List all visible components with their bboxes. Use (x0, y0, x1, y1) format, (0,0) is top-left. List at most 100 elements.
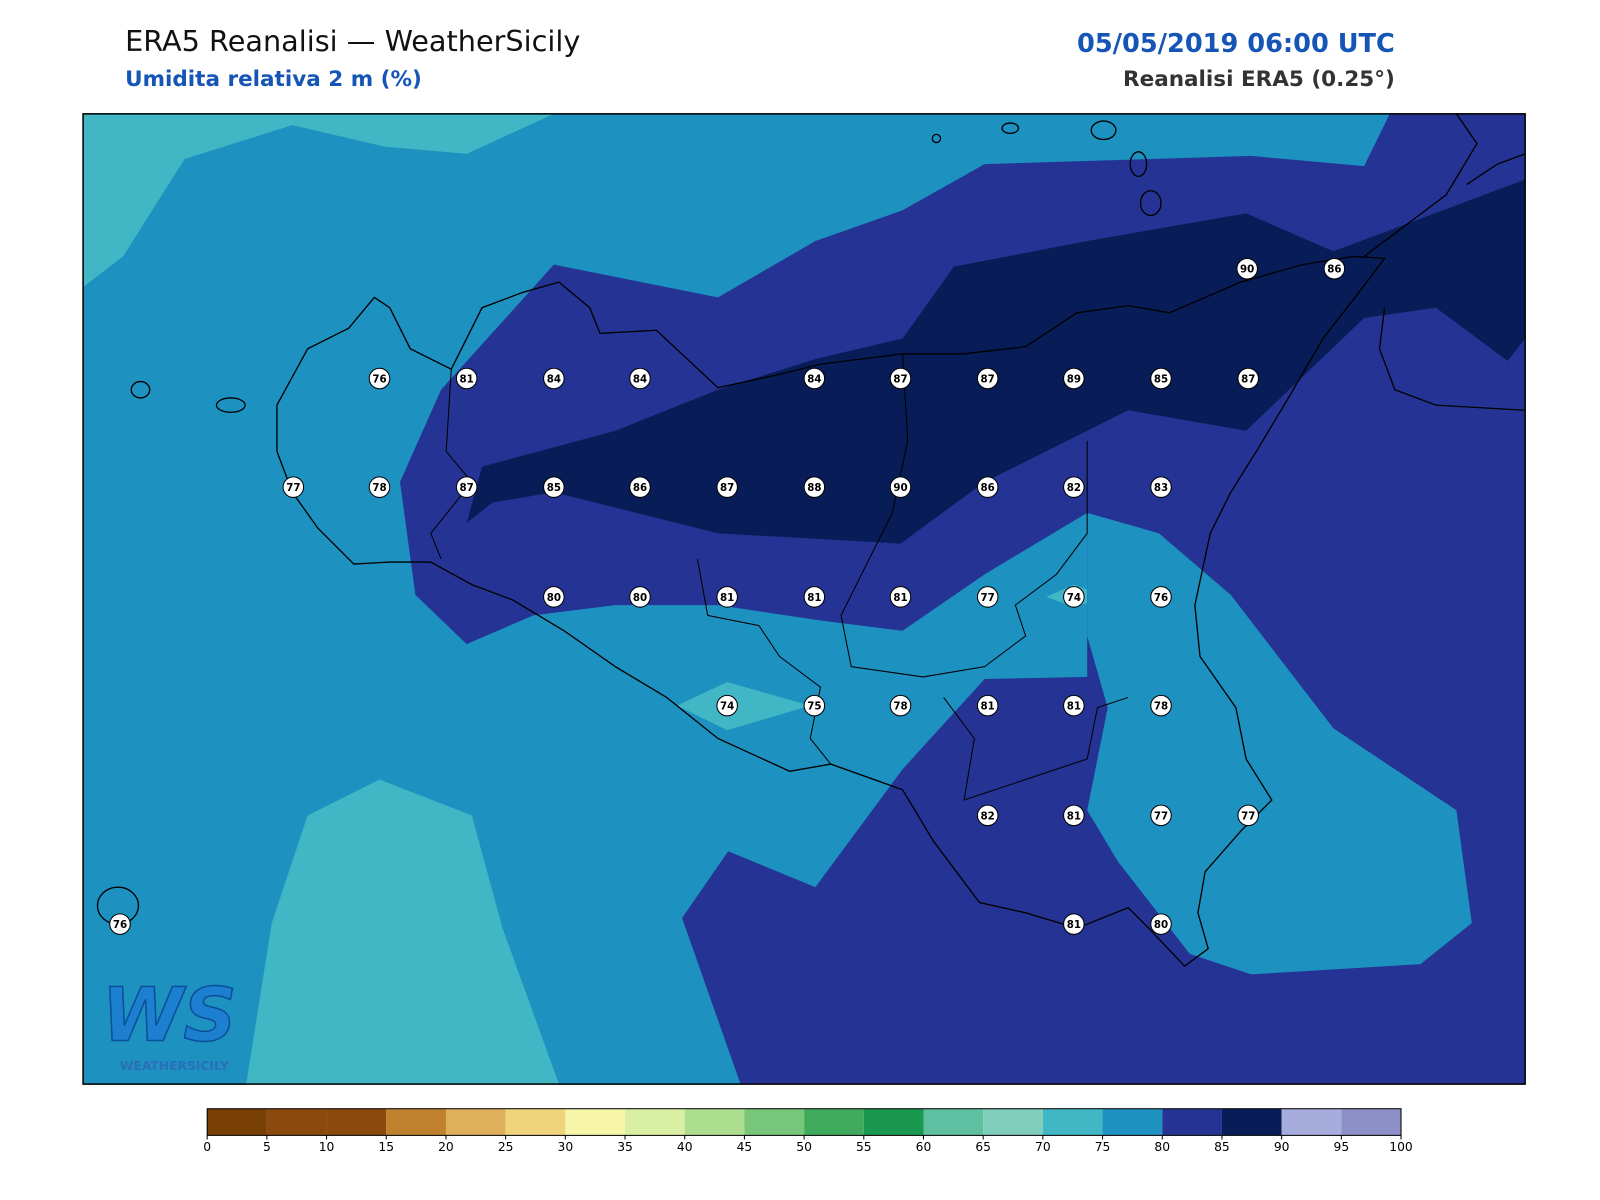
station-marker (1237, 804, 1259, 827)
colorbar-segment (207, 1108, 267, 1136)
colorbar-tick-label: 35 (617, 1140, 633, 1154)
station-value: 80 (547, 592, 561, 604)
island (215, 397, 246, 413)
station-value: 76 (1154, 592, 1168, 604)
station-marker (282, 476, 305, 498)
colorbar-tick-label: 15 (378, 1140, 394, 1154)
island (1001, 122, 1020, 134)
station-value: 89 (1067, 373, 1081, 385)
humidity-field (676, 682, 811, 731)
station-value: 80 (633, 592, 647, 604)
station-marker (976, 804, 999, 827)
station-marker (1150, 694, 1172, 717)
logo: WS WEATHERSICILY (101, 972, 237, 1073)
station-marker (368, 476, 391, 498)
station-value: 76 (113, 919, 127, 931)
station-value: 77 (1154, 810, 1168, 822)
station-marker (1150, 804, 1172, 827)
station-value: 82 (1067, 482, 1081, 494)
station-marker (629, 476, 651, 498)
colorbar-tick-label: 60 (916, 1140, 932, 1154)
station-value: 85 (547, 482, 561, 494)
colorbar-segment (445, 1108, 506, 1136)
station-marker (1150, 913, 1172, 935)
station-value: 81 (981, 701, 995, 713)
station-value: 86 (1327, 264, 1341, 276)
source: Reanalisi ERA5 (0.25°) (1123, 67, 1395, 92)
station-value: 87 (1241, 373, 1255, 385)
colorbar-tick-label: 85 (1214, 1140, 1230, 1154)
stations: 90 86 76 81 84 84 84 87 87 89 85 87 77 78 87 85 86 87 88 90… (109, 257, 1346, 935)
station-value: 81 (1067, 810, 1081, 822)
station-marker (368, 367, 391, 390)
station-marker (629, 367, 651, 390)
island (130, 380, 151, 399)
station-value: 76 (372, 373, 386, 385)
colorbar-segment (1221, 1108, 1282, 1136)
station-marker (629, 586, 651, 608)
station-marker (1063, 476, 1085, 498)
station-marker (543, 476, 565, 498)
colorbar-segment (505, 1108, 566, 1136)
station-value: 84 (547, 373, 561, 385)
station-value: 86 (633, 482, 647, 494)
colorbar-segment (1281, 1108, 1342, 1136)
station-value: 78 (372, 482, 386, 494)
station-value: 90 (893, 482, 907, 494)
humidity-field (246, 779, 559, 1085)
station-marker (889, 367, 912, 390)
colorbar-tick-label: 50 (796, 1140, 812, 1154)
colorbar-tick-label: 75 (1095, 1140, 1111, 1154)
station-marker (716, 476, 738, 498)
humidity-field (1087, 512, 1472, 975)
station-value: 77 (286, 482, 300, 494)
station-marker (803, 694, 826, 717)
station-marker (1237, 367, 1259, 390)
colorbar-segment (923, 1108, 984, 1136)
logo-mark: WS (102, 973, 237, 1059)
island (931, 133, 942, 144)
colorbar-tick-label: 100 (1389, 1140, 1412, 1154)
humidity-field (83, 113, 554, 288)
station-marker (1063, 913, 1085, 935)
colorbar-segment (1102, 1108, 1163, 1136)
colorbar-tick-label: 65 (975, 1140, 991, 1154)
colorbar-tick-label: 70 (1035, 1140, 1051, 1154)
colorbar-tick-label: 80 (1154, 1140, 1170, 1154)
colorbar-tick-label: 90 (1274, 1140, 1290, 1154)
station-value: 81 (807, 592, 821, 604)
station-marker (1063, 694, 1085, 717)
colorbar-segment (326, 1108, 387, 1136)
station-marker (543, 367, 565, 390)
station-value: 81 (720, 592, 734, 604)
station-value: 81 (1067, 701, 1081, 713)
station-value: 80 (1154, 919, 1168, 931)
station-marker (1150, 476, 1172, 498)
station-marker (455, 367, 478, 390)
colorbar-tick-label: 40 (677, 1140, 693, 1154)
station-value: 88 (807, 482, 821, 494)
colorbar-tick-label: 25 (498, 1140, 514, 1154)
station-marker (1150, 586, 1172, 608)
title: ERA5 Reanalisi — WeatherSicily (125, 24, 580, 58)
station-marker (803, 586, 826, 608)
colorbar-tick-label: 20 (438, 1140, 454, 1154)
station-value: 87 (720, 482, 734, 494)
station-value: 85 (1154, 373, 1168, 385)
calabria-coast (1363, 113, 1526, 411)
island (1090, 120, 1117, 141)
station-value: 78 (1154, 701, 1168, 713)
colorbar-segment (744, 1108, 805, 1136)
station-value: 82 (981, 810, 995, 822)
station-value: 81 (1067, 919, 1081, 931)
station-marker (976, 367, 999, 390)
colorbar: 0 5 10 15 20 25 30 35 40 45 50 55 60 65 70 75 80 85 90 95 10… (203, 1108, 1413, 1154)
colorbar-segment (1162, 1108, 1222, 1136)
map-frame (82, 113, 1526, 1085)
station-value: 87 (893, 373, 907, 385)
station-value: 90 (1240, 264, 1254, 276)
station-marker (889, 694, 912, 717)
colorbar-segment (1042, 1108, 1103, 1136)
station-value: 84 (807, 373, 821, 385)
station-value: 81 (460, 373, 474, 385)
